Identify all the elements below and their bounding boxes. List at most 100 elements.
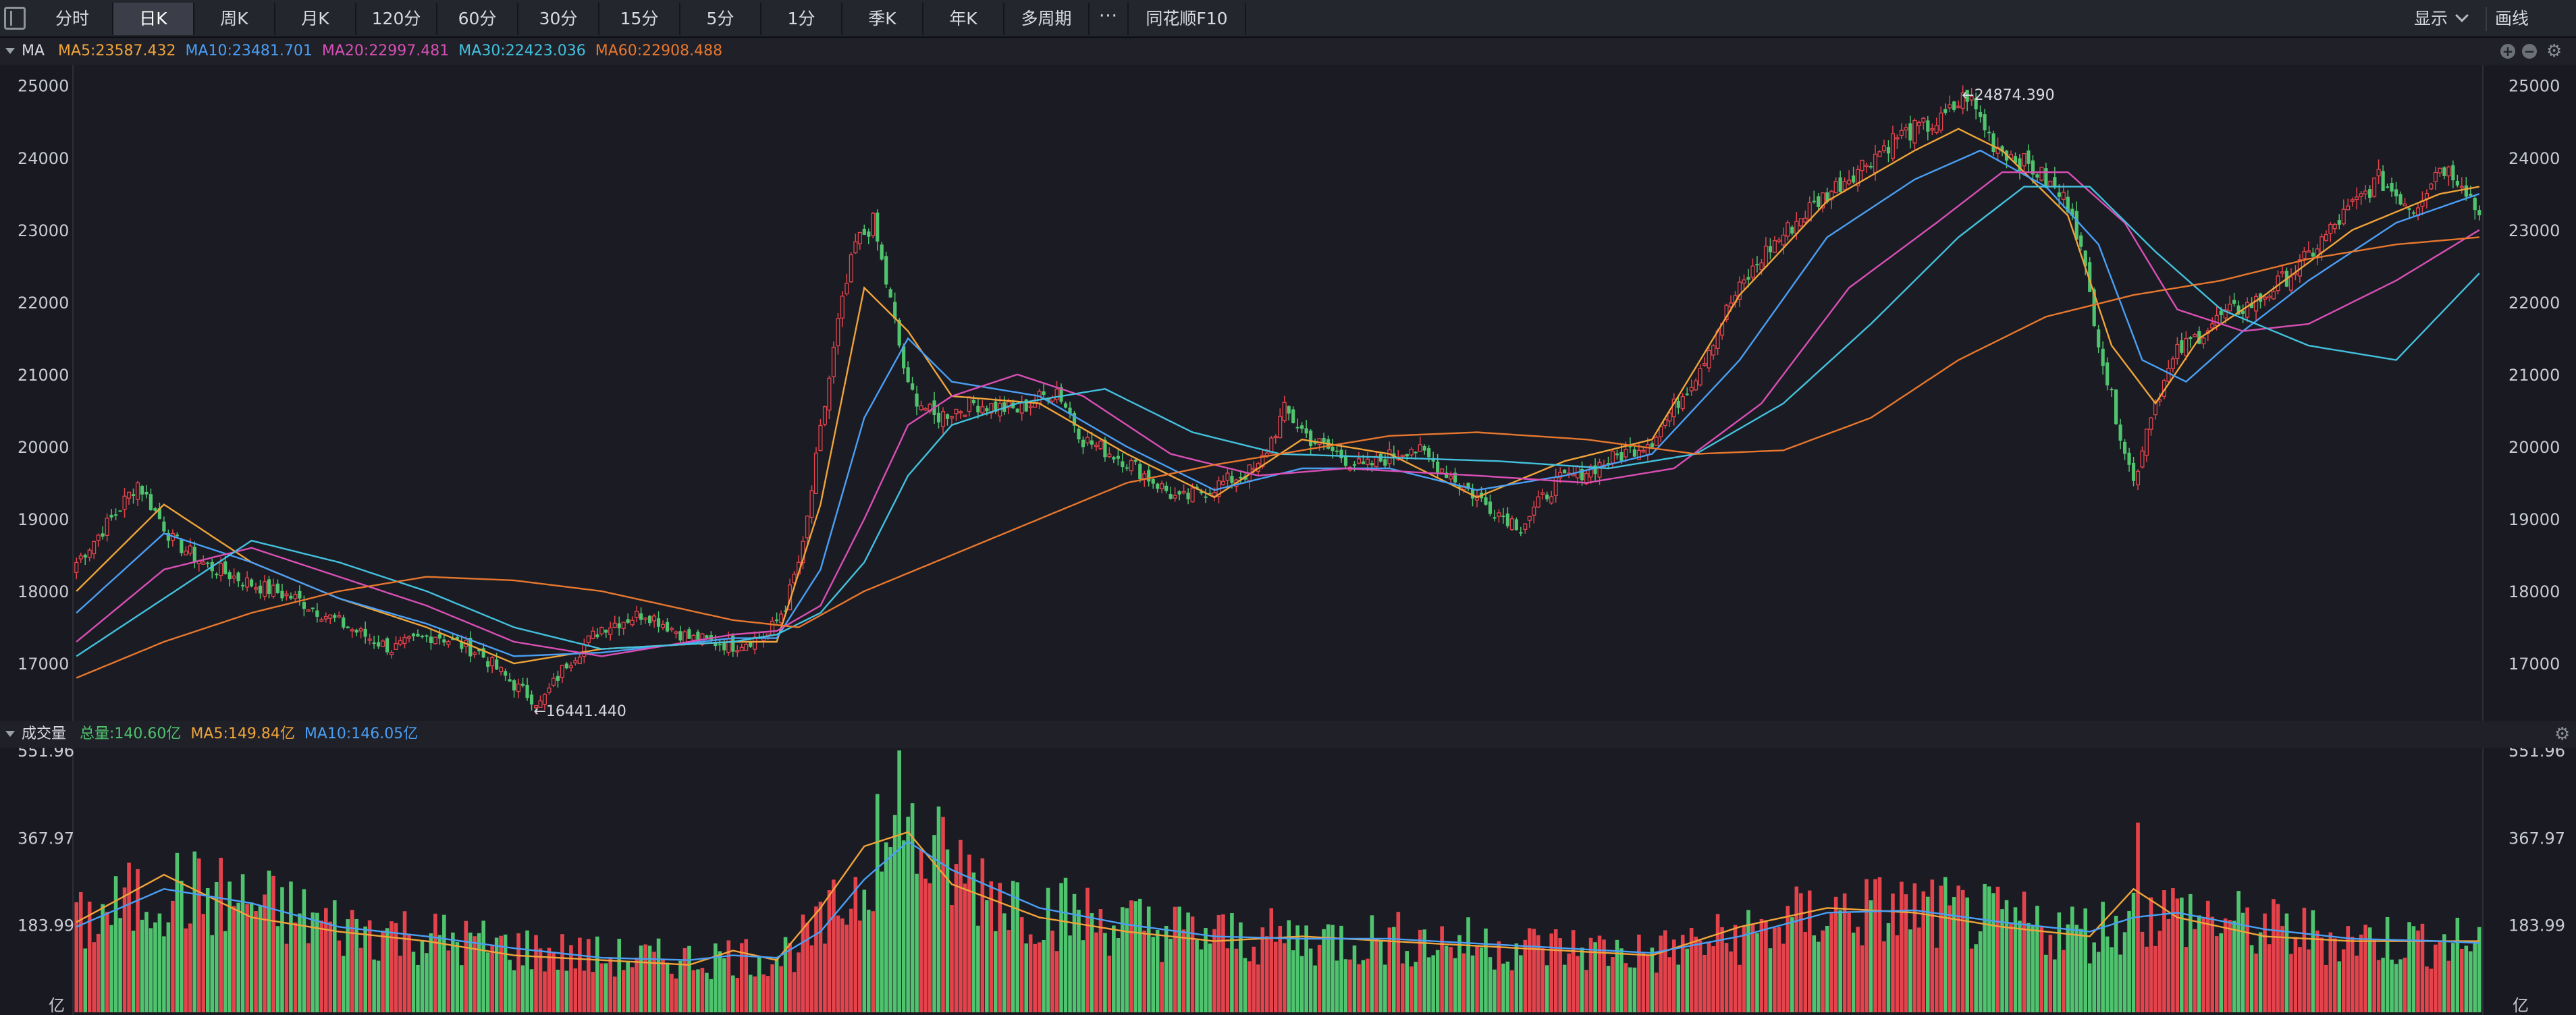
volume-bar	[319, 921, 324, 1012]
candle-body-down	[1335, 450, 1339, 452]
candle-body-up	[2267, 296, 2272, 298]
candle-body-down	[1112, 457, 1116, 460]
volume-bar	[730, 975, 735, 1012]
volume-bar	[1352, 945, 1357, 1012]
volume-bar	[263, 894, 267, 1012]
volume-bar	[358, 948, 363, 1012]
candle-body-down	[2070, 209, 2074, 216]
candle-body-up	[1624, 449, 1628, 458]
candle-body-down	[206, 562, 210, 564]
candle-body-up	[2276, 275, 2280, 292]
candle-body-up	[1939, 112, 1943, 131]
zoom-in-icon[interactable]: +	[2500, 44, 2515, 59]
volume-bar	[1904, 894, 1908, 1012]
draw-line-button[interactable]: 画线	[2495, 9, 2529, 28]
candle-body-up	[1698, 368, 1702, 386]
candle-body-up	[1129, 460, 1133, 472]
candle-body-down	[714, 642, 718, 647]
candle-body-down	[902, 346, 906, 368]
collapse-triangle-icon[interactable]	[5, 48, 15, 54]
candle-body-up	[1860, 159, 1864, 171]
candle-body-up	[1497, 512, 1501, 517]
indicator-name[interactable]: MA	[22, 43, 45, 59]
volume-bar	[1856, 927, 1860, 1012]
volume-bar	[818, 902, 823, 1012]
zoom-out-icon[interactable]: −	[2522, 44, 2537, 59]
volume-bar	[1116, 938, 1121, 1012]
candle-body-down	[504, 671, 508, 676]
tab-period-3[interactable]: 月K	[275, 3, 356, 35]
volume-bar	[1562, 964, 1567, 1012]
volume-bar	[1028, 934, 1033, 1012]
volume-bar	[1260, 927, 1265, 1012]
candle-body-up	[2170, 358, 2175, 369]
candle-body-down	[385, 638, 390, 653]
display-menu[interactable]: 显示	[2414, 3, 2469, 35]
ma-line-ma20	[76, 171, 2480, 657]
volume-bar	[1921, 891, 1926, 1012]
candle-body-down	[678, 631, 682, 641]
tab-period-0[interactable]: 分时	[32, 3, 113, 35]
volume-bar	[109, 925, 113, 1012]
candle-body-down	[2189, 337, 2193, 339]
candle-body-down	[1987, 132, 1991, 134]
candle-body-down	[1514, 519, 1518, 530]
volume-bar	[547, 948, 552, 1012]
volume-bar	[131, 930, 136, 1012]
sidebar-toggle-icon[interactable]	[4, 7, 26, 30]
tab-period-4[interactable]: 120分	[356, 3, 437, 35]
volume-bar	[1934, 948, 1939, 1012]
tab-period-9[interactable]: 1分	[761, 3, 842, 35]
tab-period-12[interactable]: 多周期	[1004, 3, 1090, 35]
volume-bar	[1720, 927, 1724, 1012]
tab-period-2[interactable]: 周K	[194, 3, 275, 35]
tab-period-5[interactable]: 60分	[437, 3, 518, 35]
volume-bar	[1514, 943, 1519, 1012]
volume-indicator-name[interactable]: 成交量	[22, 725, 67, 742]
candlestick-chart[interactable]: 25000 25000 24000 24000 23000 23000 22000 22000…	[0, 65, 2576, 721]
candle-body-up	[2144, 429, 2149, 456]
volume-bar	[928, 883, 932, 1012]
candle-body-up	[1356, 458, 1361, 464]
tab-period-7[interactable]: 15分	[599, 3, 680, 35]
candle-body-down	[144, 491, 149, 495]
candle-body-up	[582, 644, 587, 657]
tab-period-11[interactable]: 年K	[923, 3, 1004, 35]
tab-period-8[interactable]: 5分	[680, 3, 761, 35]
candle-body-down	[354, 630, 358, 633]
tab-period-10[interactable]: 季K	[842, 3, 923, 35]
y-tick-left: 19000	[18, 510, 69, 529]
volume-bar	[875, 794, 880, 1012]
volume-bar	[2127, 910, 2131, 1012]
volume-chart[interactable]: 551.96 551.96 367.97 367.97 183.99 183.99 亿 亿	[0, 748, 2576, 1015]
volume-bar	[884, 842, 888, 1012]
volume-bar	[1580, 948, 1584, 1012]
volume-bar	[1230, 913, 1234, 1012]
candle-body-down	[862, 229, 866, 235]
more-periods-button[interactable]: ···	[1090, 3, 1129, 35]
volume-bar	[1339, 925, 1343, 1012]
volume-bar	[210, 935, 215, 1012]
volume-bar	[2110, 947, 2114, 1012]
candle-body-up	[87, 549, 92, 558]
collapse-triangle-icon[interactable]	[5, 731, 15, 737]
volume-bar	[1969, 948, 1974, 1012]
tab-period-1[interactable]: 日K	[113, 3, 194, 35]
volume-bar	[2193, 929, 2197, 1012]
volume-bar	[315, 912, 319, 1012]
candle-body-up	[586, 635, 591, 643]
volume-bar	[1299, 956, 1304, 1012]
volume-bar	[656, 938, 661, 1012]
candle-body-down	[131, 494, 136, 496]
candle-body-up	[1772, 240, 1777, 253]
volume-bar	[1829, 913, 1833, 1012]
f10-button[interactable]: 同花顺F10	[1129, 3, 1246, 35]
gear-icon[interactable]: ⚙	[2546, 41, 2562, 61]
candle-body-up	[753, 636, 757, 650]
tab-period-6[interactable]: 30分	[518, 3, 599, 35]
candle-body-down	[1505, 513, 1509, 526]
candle-body-down	[1755, 264, 1759, 266]
gear-icon[interactable]: ⚙	[2554, 724, 2571, 744]
volume-bar	[2162, 890, 2166, 1012]
volume-bar	[880, 871, 884, 1012]
